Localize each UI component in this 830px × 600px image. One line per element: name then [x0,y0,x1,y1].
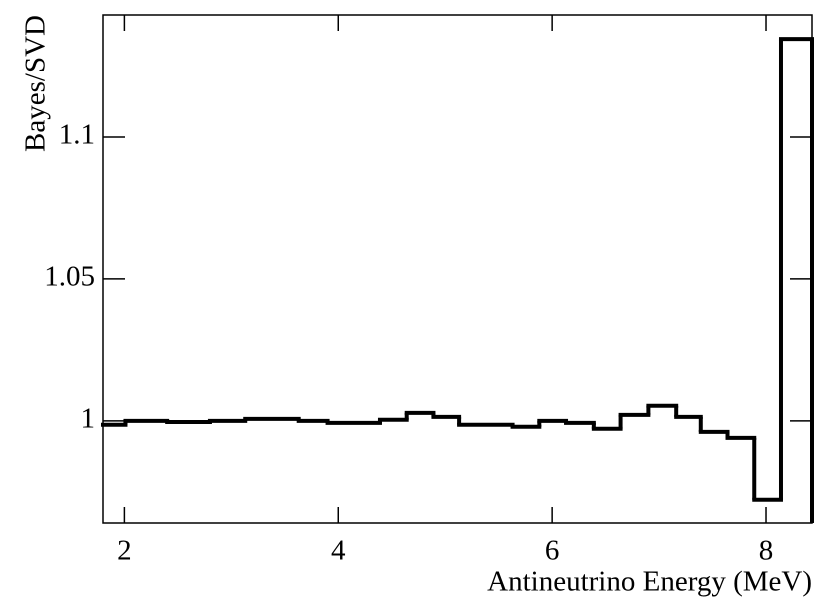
x-tick-label: 6 [545,535,560,567]
plot-frame [102,14,813,524]
y-tick-label: 1.1 [59,119,95,151]
x-tick-label: 4 [331,535,346,567]
y-tick-label: 1.05 [44,261,95,293]
y-axis-title: Bayes/SVD [20,15,52,152]
x-tick-label: 8 [759,535,774,567]
y-tick-label: 1 [81,402,96,434]
x-tick-label: 2 [117,535,132,567]
x-axis-title: Antineutrino Energy (MeV) [487,566,812,598]
